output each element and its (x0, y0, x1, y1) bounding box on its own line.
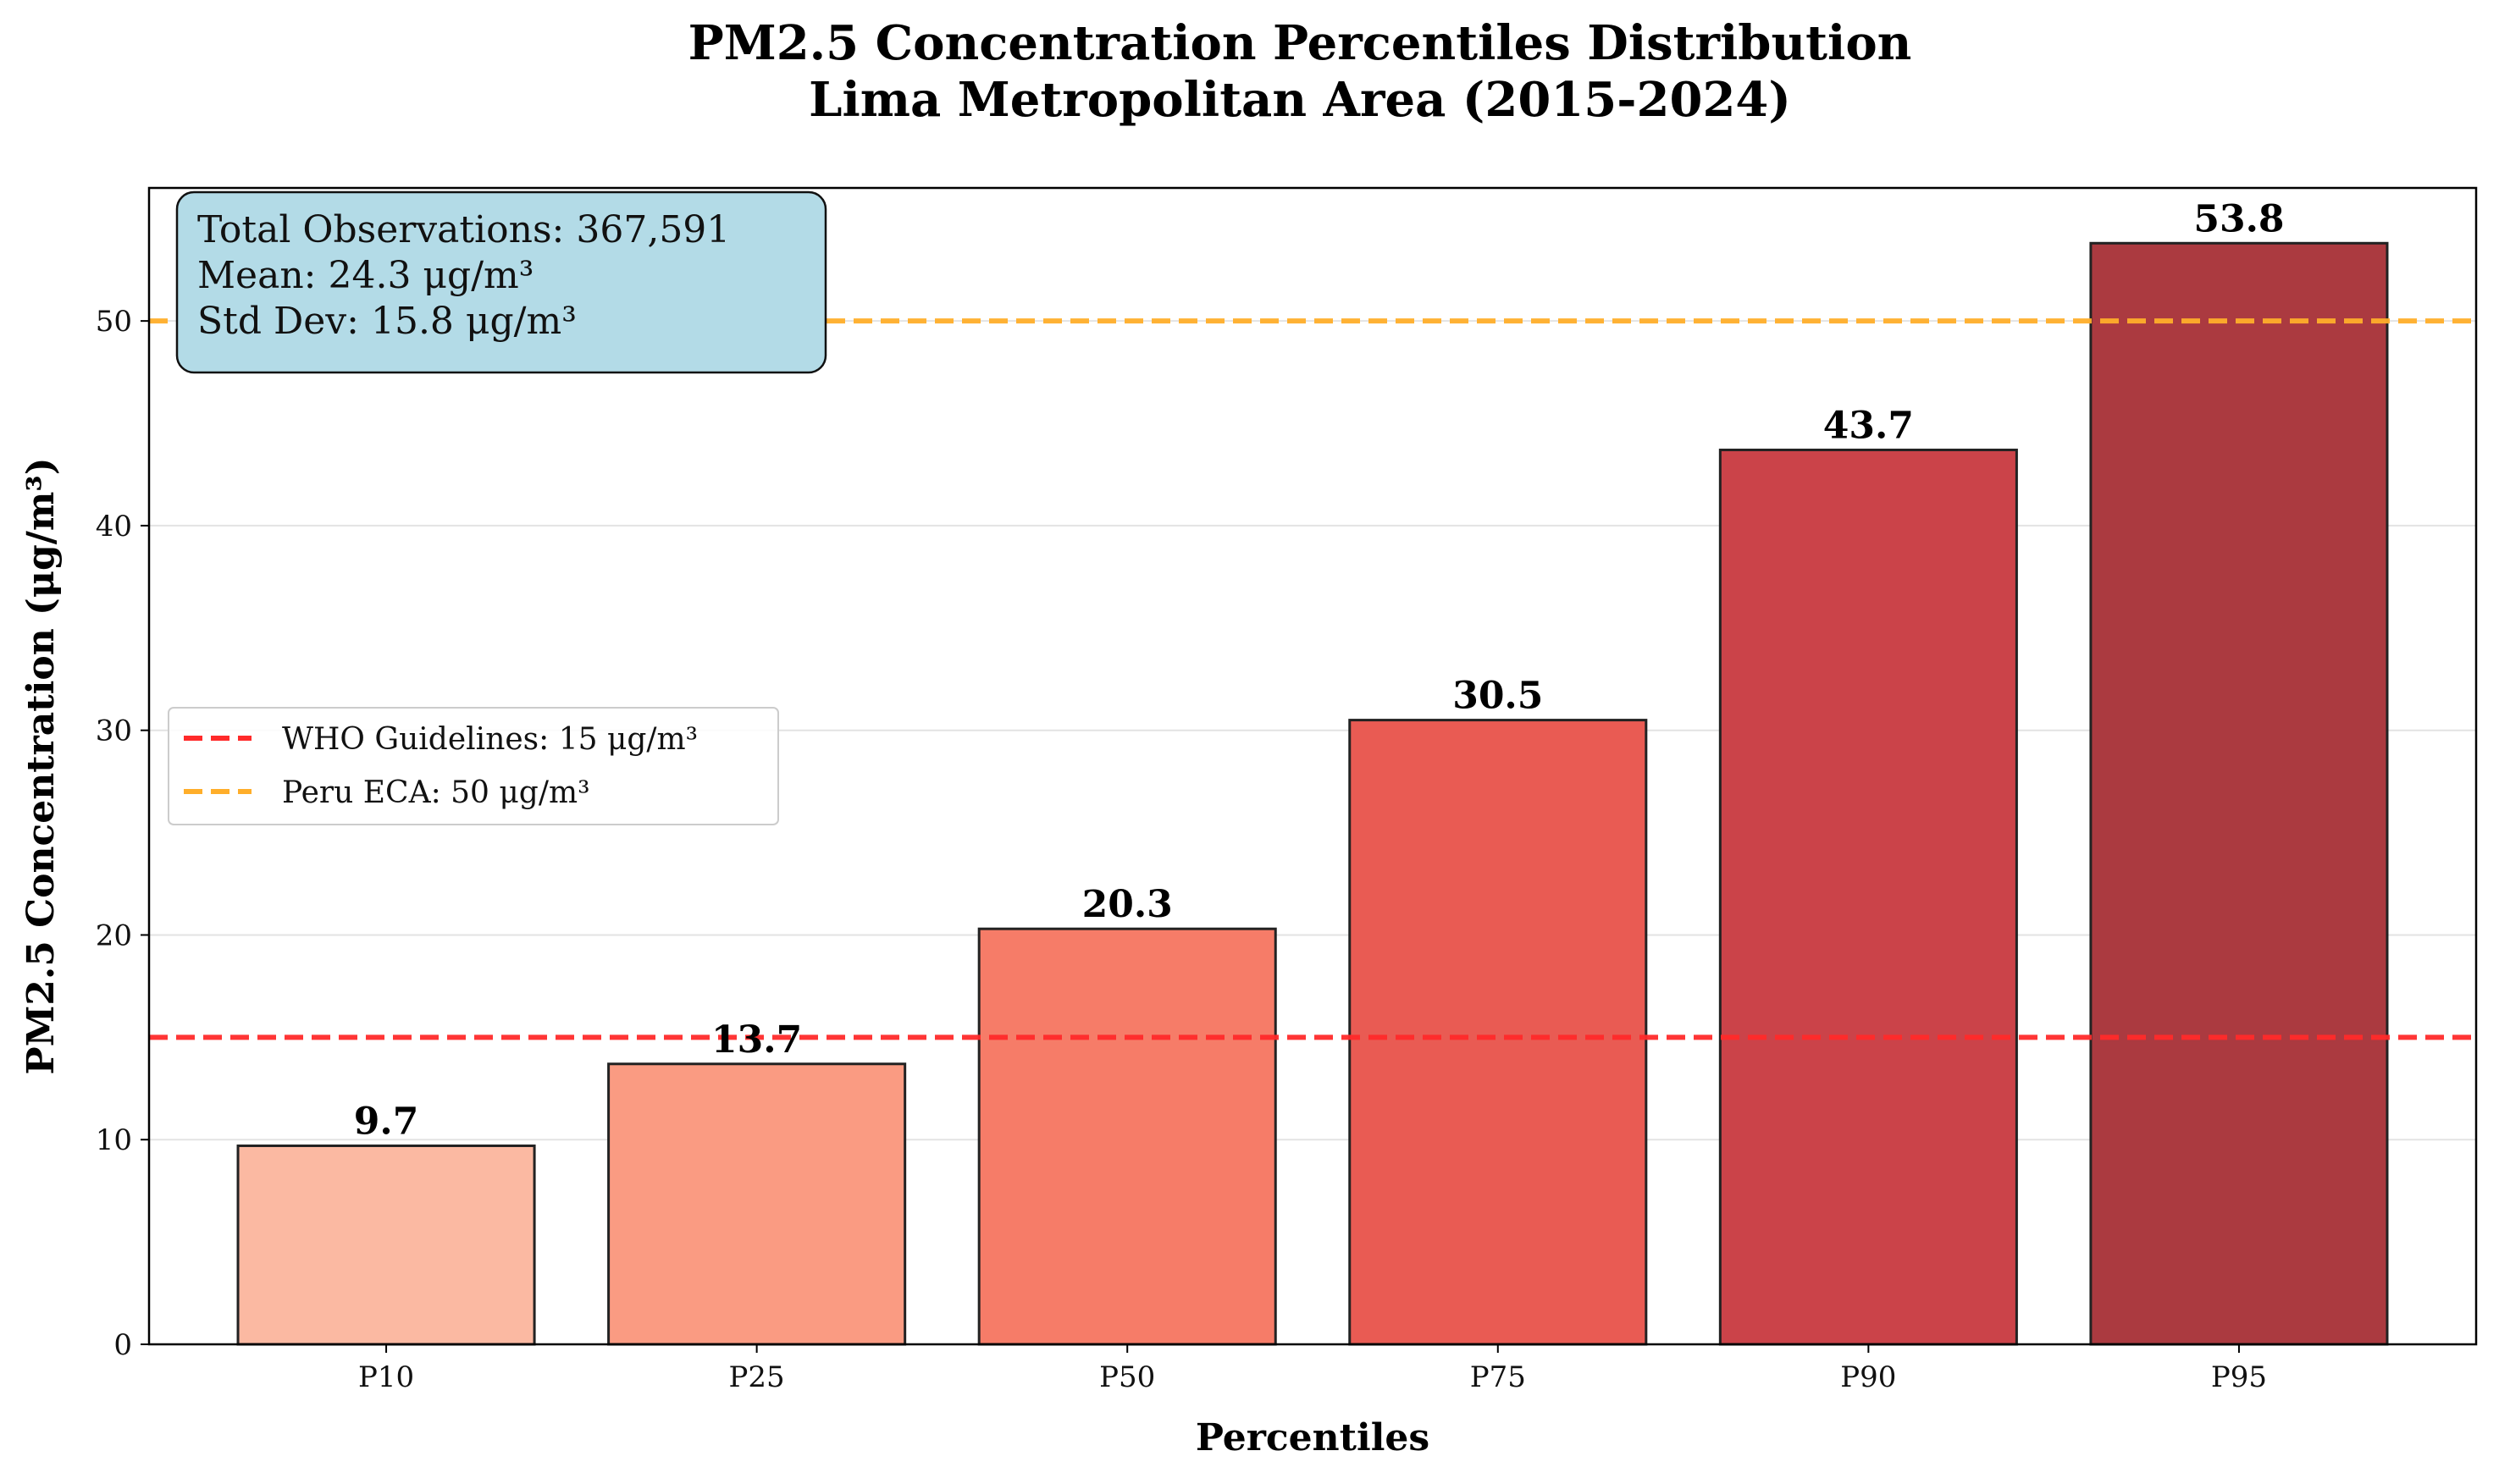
bars (236, 241, 2389, 1346)
x-tick-label-p10: P10 (358, 1360, 414, 1394)
x-axis-label: Percentiles (1196, 1416, 1429, 1459)
y-tick-label: 10 (96, 1123, 132, 1157)
x-tick-label-p75: P75 (1470, 1360, 1526, 1394)
y-tick-label: 30 (96, 714, 132, 748)
plot-area-frame (147, 186, 2478, 1346)
legend: WHO Guidelines: 15 μg/m³ Peru ECA: 50 μg… (168, 707, 779, 825)
bar-value-label-p90: 43.7 (1823, 404, 1914, 447)
y-tick-label: 20 (96, 919, 132, 952)
legend-who-label: WHO Guidelines: 15 μg/m³ (282, 722, 698, 757)
x-tick-label-p25: P25 (729, 1360, 785, 1394)
bar-value-label-p75: 30.5 (1452, 675, 1543, 718)
y-tick-label: 50 (96, 305, 132, 339)
bar-value-label-p50: 20.3 (1082, 883, 1173, 926)
bar-p75 (1348, 719, 1648, 1346)
bar-value-label-p25: 13.7 (711, 1018, 802, 1062)
chart-title-line1: PM2.5 Concentration Percentiles Distribu… (688, 15, 1912, 71)
stats-mean: Mean: 24.3 μg/m³ (197, 254, 534, 297)
x-tick-label-p90: P90 (1840, 1360, 1896, 1394)
stats-box-background (175, 190, 827, 374)
x-tick-label-p95: P95 (2211, 1360, 2267, 1394)
bar-value-labels: 9.7 13.7 20.3 30.5 43.7 53.8 (354, 197, 2285, 1143)
chart-title-line2: Lima Metropolitan Area (2015-2024) (809, 72, 1791, 128)
x-axis-ticks: P10 P25 P50 P75 P90 P95 (358, 1344, 2267, 1394)
x-tick-label-p50: P50 (1099, 1360, 1155, 1394)
bar-p10 (236, 1144, 536, 1346)
bar-p25 (607, 1062, 907, 1346)
stats-box: Total Observations: 367,591 Mean: 24.3 μ… (175, 190, 827, 374)
bar-value-label-p10: 9.7 (354, 1100, 419, 1143)
y-axis-ticks: 0 10 20 30 40 50 (96, 305, 149, 1362)
bar-value-label-p95: 53.8 (2193, 197, 2284, 240)
legend-peru-eca-label: Peru ECA: 50 μg/m³ (282, 775, 590, 810)
stats-total-observations: Total Observations: 367,591 (197, 208, 730, 251)
legend-frame (168, 707, 779, 825)
y-tick-label: 40 (96, 510, 132, 543)
bar-p95 (2089, 241, 2389, 1346)
bar-p90 (1718, 448, 2018, 1346)
bar-p50 (977, 927, 1277, 1346)
y-axis-label: PM2.5 Concentration (μg/m³) (19, 457, 63, 1074)
stats-std-dev: Std Dev: 15.8 μg/m³ (197, 300, 577, 343)
y-tick-label: 0 (113, 1328, 132, 1362)
